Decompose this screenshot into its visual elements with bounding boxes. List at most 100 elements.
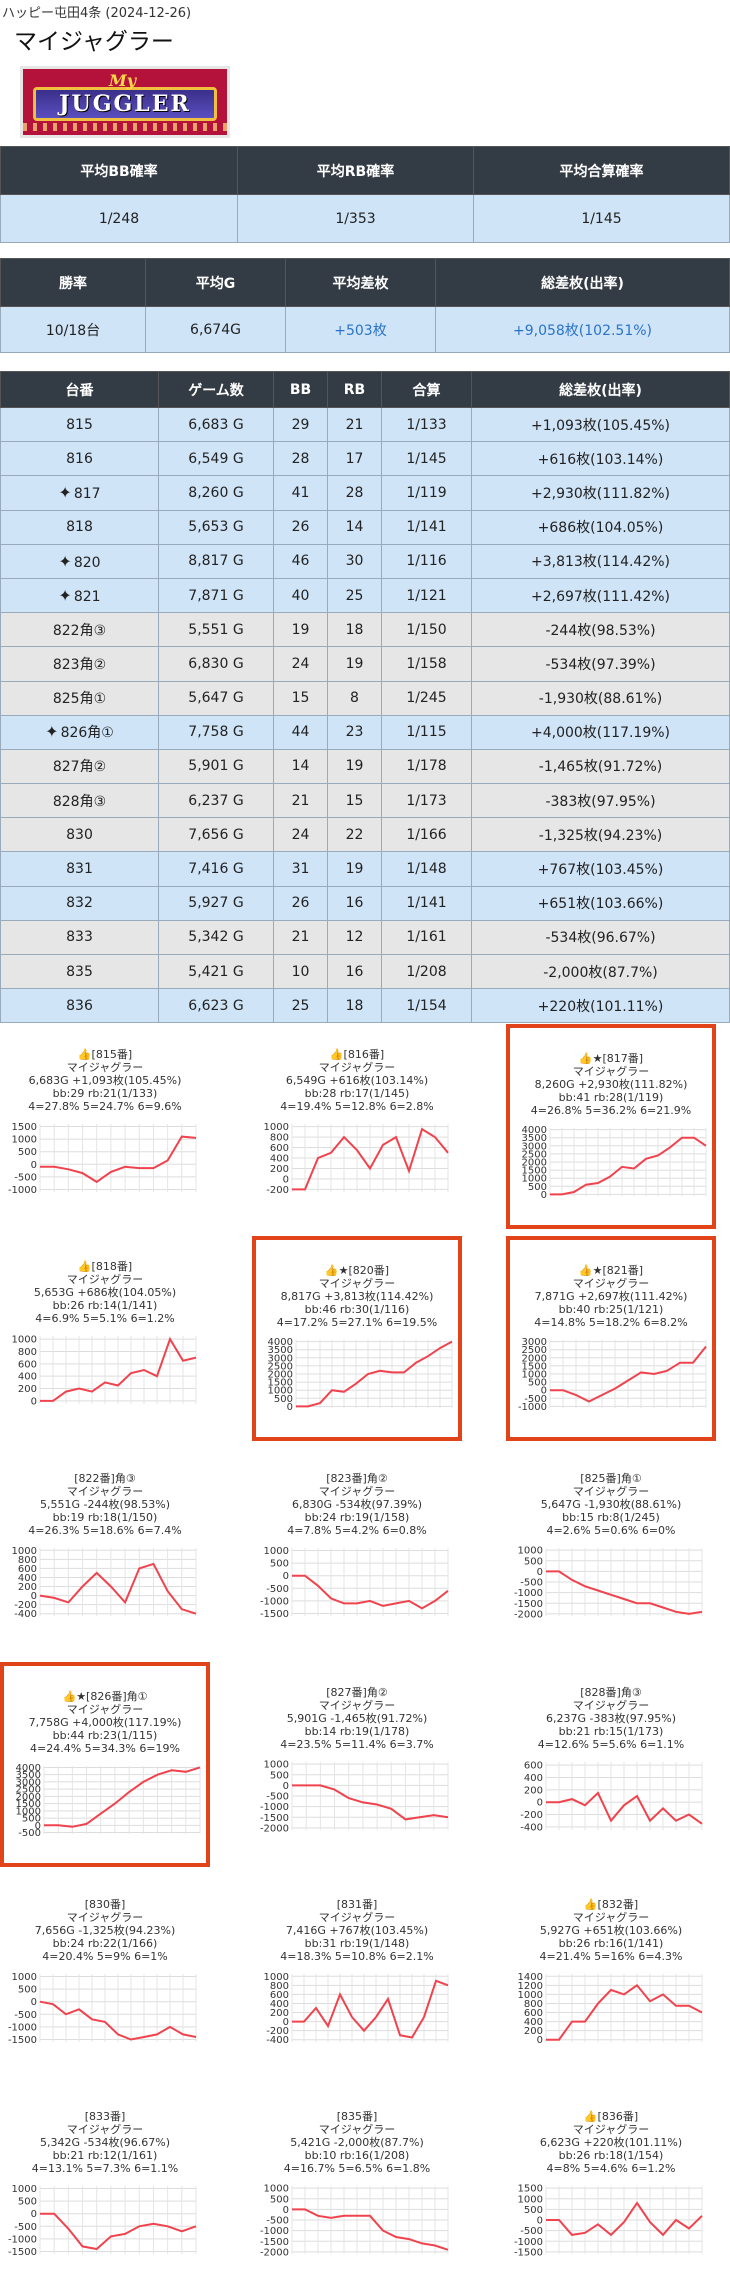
- graph-l1: 6,683G +1,093枚(105.45%): [28, 1074, 182, 1087]
- graph-l3: 4=27.8% 5=24.7% 6=9.6%: [28, 1100, 182, 1113]
- y-tick-label: 200: [18, 1582, 37, 1593]
- cell-games: 7,758 G: [158, 714, 274, 750]
- table-row: 815 6,683 G 29 21 1/133 +1,093枚(105.45%): [0, 406, 730, 443]
- cell-text: 19: [345, 655, 364, 672]
- graph-l2: bb:26 rb:16(1/141): [558, 1937, 664, 1950]
- y-tick-label: 0: [283, 1781, 289, 1792]
- cell-text: 5,653 G: [188, 519, 244, 536]
- table-row: 831 7,416 G 31 19 1/148 +767枚(103.45%): [0, 851, 730, 887]
- y-tick-label: 800: [18, 1555, 37, 1566]
- cell-text: +220枚(101.11%): [537, 998, 664, 1015]
- diff-line: [40, 1135, 197, 1184]
- cell-rb: 8: [327, 680, 382, 716]
- y-tick-label: 3000: [16, 1777, 41, 1788]
- cell-text: 26: [291, 519, 310, 536]
- cell-text: 1/158: [406, 655, 447, 672]
- value-avg-diff: +503枚: [285, 306, 436, 353]
- cell-text: 832: [66, 895, 93, 912]
- y-tick-label: 4000: [268, 1337, 293, 1348]
- cell-games: 7,871 G: [158, 577, 274, 614]
- y-tick-label: 1500: [16, 1799, 41, 1810]
- graph-machine: マイジャグラー: [318, 1485, 396, 1498]
- graph-l3: 4=13.1% 5=7.3% 6=1.1%: [31, 2162, 179, 2175]
- y-tick-label: 0: [283, 2205, 289, 2216]
- cell-text: 1/166: [406, 826, 447, 843]
- graph-header: [827番]角② マイジャグラー 5,901G -1,465枚(91.72%) bb:…: [252, 1662, 462, 1751]
- y-tick-label: -500: [520, 2226, 543, 2237]
- cell-text: -534枚(97.39%): [545, 656, 656, 673]
- cell-text: 24: [291, 826, 310, 843]
- value-avg-total: 1/145: [473, 194, 730, 243]
- y-tick-label: -1500: [8, 2035, 37, 2046]
- cell-text: +4,000枚(117.19%): [530, 725, 671, 742]
- y-tick-label: 1000: [12, 1135, 37, 1146]
- machine-graph-card: [833番] マイジャグラー 5,342G -534枚(96.67%) bb:21 r…: [0, 2086, 210, 2291]
- cell-diff: +2,930枚(111.82%): [471, 475, 730, 511]
- graph-machine: マイジャグラー: [572, 1911, 650, 1924]
- machine-graph-card: [825番]角① マイジャグラー 5,647G -1,930枚(88.61%) bb:…: [506, 1448, 716, 1653]
- graph-header: [833番] マイジャグラー 5,342G -534枚(96.67%) bb:21 r…: [0, 2086, 210, 2175]
- cell-text: 833: [66, 929, 93, 946]
- machine-graph-card: [830番] マイジャグラー 7,656G -1,325枚(94.23%) bb:24…: [0, 1874, 210, 2079]
- y-tick-label: 600: [270, 1143, 289, 1154]
- cell-text: 831: [66, 861, 93, 878]
- cell-text: 1/208: [406, 963, 447, 980]
- graph-title: [833番]: [84, 2110, 126, 2123]
- graph-l3: 4=6.9% 5=5.1% 6=1.2%: [35, 1312, 175, 1325]
- diff-line: [44, 1766, 201, 1828]
- sparkle-icon: ✦: [58, 483, 72, 503]
- cell-no: 827角②: [0, 748, 159, 785]
- sparkle-icon: ✦: [58, 586, 72, 606]
- y-tick-label: -500: [524, 1394, 547, 1405]
- y-tick-label: 0: [31, 1591, 37, 1602]
- col-games: ゲーム数: [158, 371, 274, 408]
- graph-header: 👍[815番] マイジャグラー 6,683G +1,093枚(105.45%) bb:…: [0, 1024, 210, 1113]
- table-row: 823角② 6,830 G 24 19 1/158 -534枚(97.39%): [0, 646, 730, 682]
- y-tick-label: 800: [18, 1347, 37, 1358]
- cell-text: 835: [66, 963, 93, 980]
- y-tick-label: -1500: [8, 2247, 37, 2258]
- graph-l2: bb:21 rb:15(1/173): [558, 1725, 664, 1738]
- graph-l3: 4=17.2% 5=27.1% 6=19.5%: [276, 1316, 438, 1329]
- sparkle-icon: ✦: [45, 722, 59, 742]
- graph-title: 👍[815番]: [77, 1048, 133, 1061]
- cell-text: 19: [345, 758, 364, 775]
- cell-text: 1/141: [406, 895, 447, 912]
- value-avg-bb: 1/248: [0, 194, 238, 243]
- cell-text: 816: [66, 450, 93, 467]
- graph-l1: 8,817G +3,813枚(114.42%): [280, 1290, 434, 1303]
- y-tick-label: 0: [537, 1567, 543, 1578]
- graph-title: [823番]角②: [326, 1472, 388, 1485]
- cell-text: 820: [73, 554, 101, 571]
- y-tick-label: -1500: [514, 1599, 543, 1610]
- graph-machine: マイジャグラー: [66, 1703, 144, 1716]
- table-row: ✦ 826角① 7,758 G 44 23 1/115 +4,000枚(117.19%): [0, 714, 730, 750]
- table-row: 836 6,623 G 25 18 1/154 +220枚(101.11%): [0, 988, 730, 1024]
- graph-title: [831番]: [336, 1898, 378, 1911]
- graph-l2: bb:19 rb:18(1/150): [52, 1511, 158, 1524]
- graph-machine: マイジャグラー: [318, 1911, 396, 1924]
- graph-l3: 4=12.6% 5=5.6% 6=1.1%: [537, 1738, 685, 1751]
- cell-no: 833: [0, 919, 159, 956]
- y-tick-label: 1500: [12, 1122, 37, 1133]
- cell-text: 1/150: [406, 621, 447, 638]
- graph-machine: マイジャグラー: [572, 1277, 650, 1290]
- machine-graph-card: 👍[815番] マイジャグラー 6,683G +1,093枚(105.45%) bb:…: [0, 1024, 210, 1229]
- cell-text: 5,647 G: [188, 690, 244, 707]
- cell-total: 1/161: [381, 919, 472, 956]
- cell-text: 6,683 G: [188, 416, 244, 433]
- cell-no: 825角①: [0, 680, 159, 716]
- cell-text: 6,549 G: [188, 450, 244, 467]
- graph-l1: 5,647G -1,930枚(88.61%): [540, 1498, 682, 1511]
- graph-header: [825番]角① マイジャグラー 5,647G -1,930枚(88.61%) bb:…: [506, 1448, 716, 1537]
- machine-table: 台番 ゲーム数 BB RB 合算 総差枚(出率) 815 6,683 G 29 21 1…: [0, 371, 730, 1024]
- graph-l1: 6,549G +616枚(103.14%): [285, 1074, 429, 1087]
- graph-l1: 6,237G -383枚(97.95%): [545, 1712, 676, 1725]
- graph-header: [828番]角③ マイジャグラー 6,237G -383枚(97.95%) bb:21…: [506, 1662, 716, 1751]
- y-tick-label: 2000: [16, 1792, 41, 1803]
- cell-total: 1/116: [381, 543, 472, 579]
